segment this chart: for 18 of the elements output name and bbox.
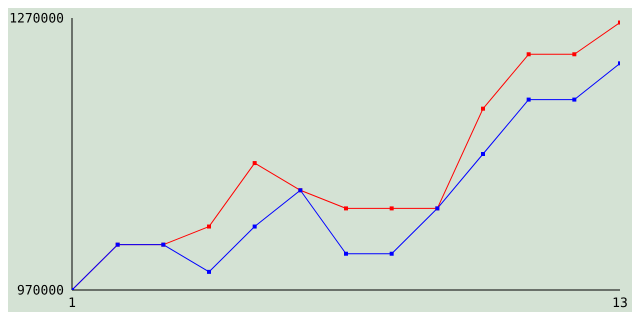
point bbox=[344, 206, 348, 210]
point bbox=[344, 252, 348, 256]
point bbox=[252, 224, 257, 229]
y-tick-label: 970000 bbox=[17, 284, 64, 299]
point bbox=[390, 206, 394, 210]
y-tick-label: 1270000 bbox=[9, 12, 64, 27]
x-tick-label: 1 bbox=[68, 296, 76, 312]
point bbox=[481, 152, 485, 156]
point bbox=[390, 252, 394, 256]
x-tick-label: 13 bbox=[612, 296, 628, 312]
point bbox=[526, 52, 531, 56]
point bbox=[572, 52, 576, 56]
point bbox=[207, 224, 211, 229]
point bbox=[252, 161, 257, 166]
point bbox=[207, 270, 211, 274]
point bbox=[526, 98, 531, 102]
point bbox=[572, 98, 576, 102]
point bbox=[481, 106, 485, 111]
